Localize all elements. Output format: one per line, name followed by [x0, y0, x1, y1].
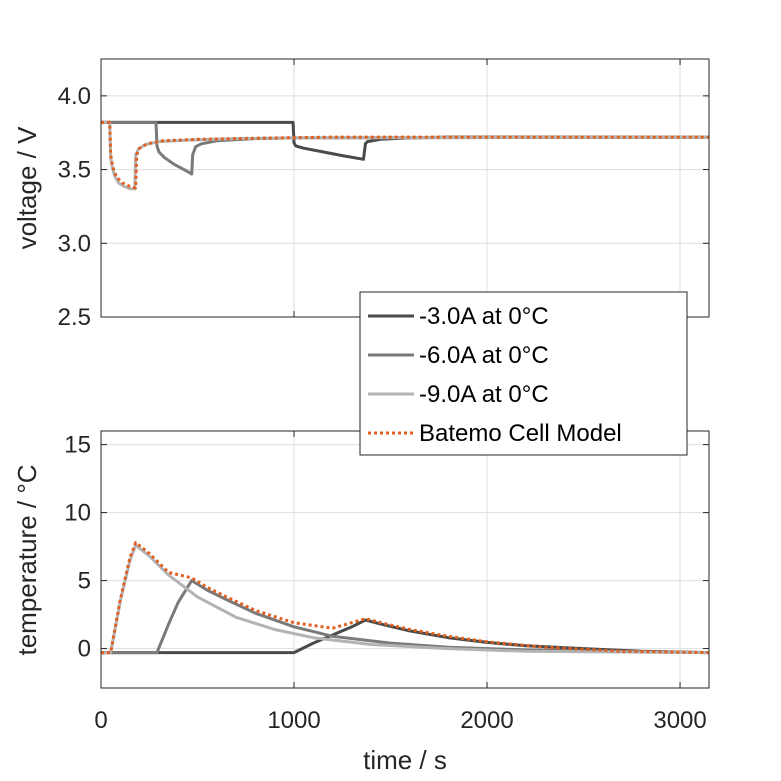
voltage-series: [101, 120, 710, 191]
temperature-x-tick-label: 3000: [653, 707, 706, 734]
voltage-plot: 2.5 3.0 3.5 4.0 voltage / V: [12, 58, 710, 331]
legend: -3.0A at 0°C -6.0A at 0°C -9.0A at 0°C Bate…: [359, 291, 688, 456]
voltage-ticks: 2.5 3.0 3.5 4.0: [58, 59, 709, 331]
temperature-y-tick-label: 0: [78, 636, 91, 663]
temperature-y-axis-label: temperature / °C: [12, 464, 42, 655]
temperature-y-tick-label: 15: [64, 432, 91, 459]
voltage-y-tick-label: 4.0: [58, 83, 91, 110]
voltage-plot-area: [101, 59, 709, 317]
legend-label: -6.0A at 0°C: [419, 342, 549, 369]
temperature-x-tick-label: 1000: [267, 707, 320, 734]
voltage-y-tick-label: 3.5: [58, 157, 91, 184]
time-x-axis-label: time / s: [363, 745, 447, 775]
legend-box: [359, 291, 688, 456]
temperature-series: [101, 541, 710, 655]
temperature-series-1: [101, 618, 710, 655]
temperature-series-4: [101, 541, 710, 655]
temperature-gridlines: [100, 431, 709, 688]
temperature-ticks: 0 1000 2000 3000 0 5 10 15: [64, 431, 709, 734]
voltage-y-tick-label: 3.0: [58, 230, 91, 257]
legend-entries: -3.0A at 0°C -6.0A at 0°C -9.0A at 0°C Bate…: [368, 303, 622, 447]
voltage-y-tick-label: 2.5: [58, 304, 91, 331]
voltage-y-axis-label: voltage / V: [12, 126, 42, 250]
legend-label: -9.0A at 0°C: [419, 381, 549, 408]
temperature-y-tick-label: 10: [64, 500, 91, 527]
legend-label: -3.0A at 0°C: [419, 303, 549, 330]
temperature-series-3: [101, 543, 710, 655]
temperature-x-tick-label: 0: [94, 707, 107, 734]
voltage-series-4: [101, 120, 709, 190]
temperature-x-tick-label: 2000: [460, 707, 513, 734]
temperature-plot: 0 1000 2000 3000 0 5 10 15 temperature / °C tim…: [12, 430, 710, 775]
legend-label: Batemo Cell Model: [419, 420, 622, 447]
temperature-y-tick-label: 5: [78, 568, 91, 595]
